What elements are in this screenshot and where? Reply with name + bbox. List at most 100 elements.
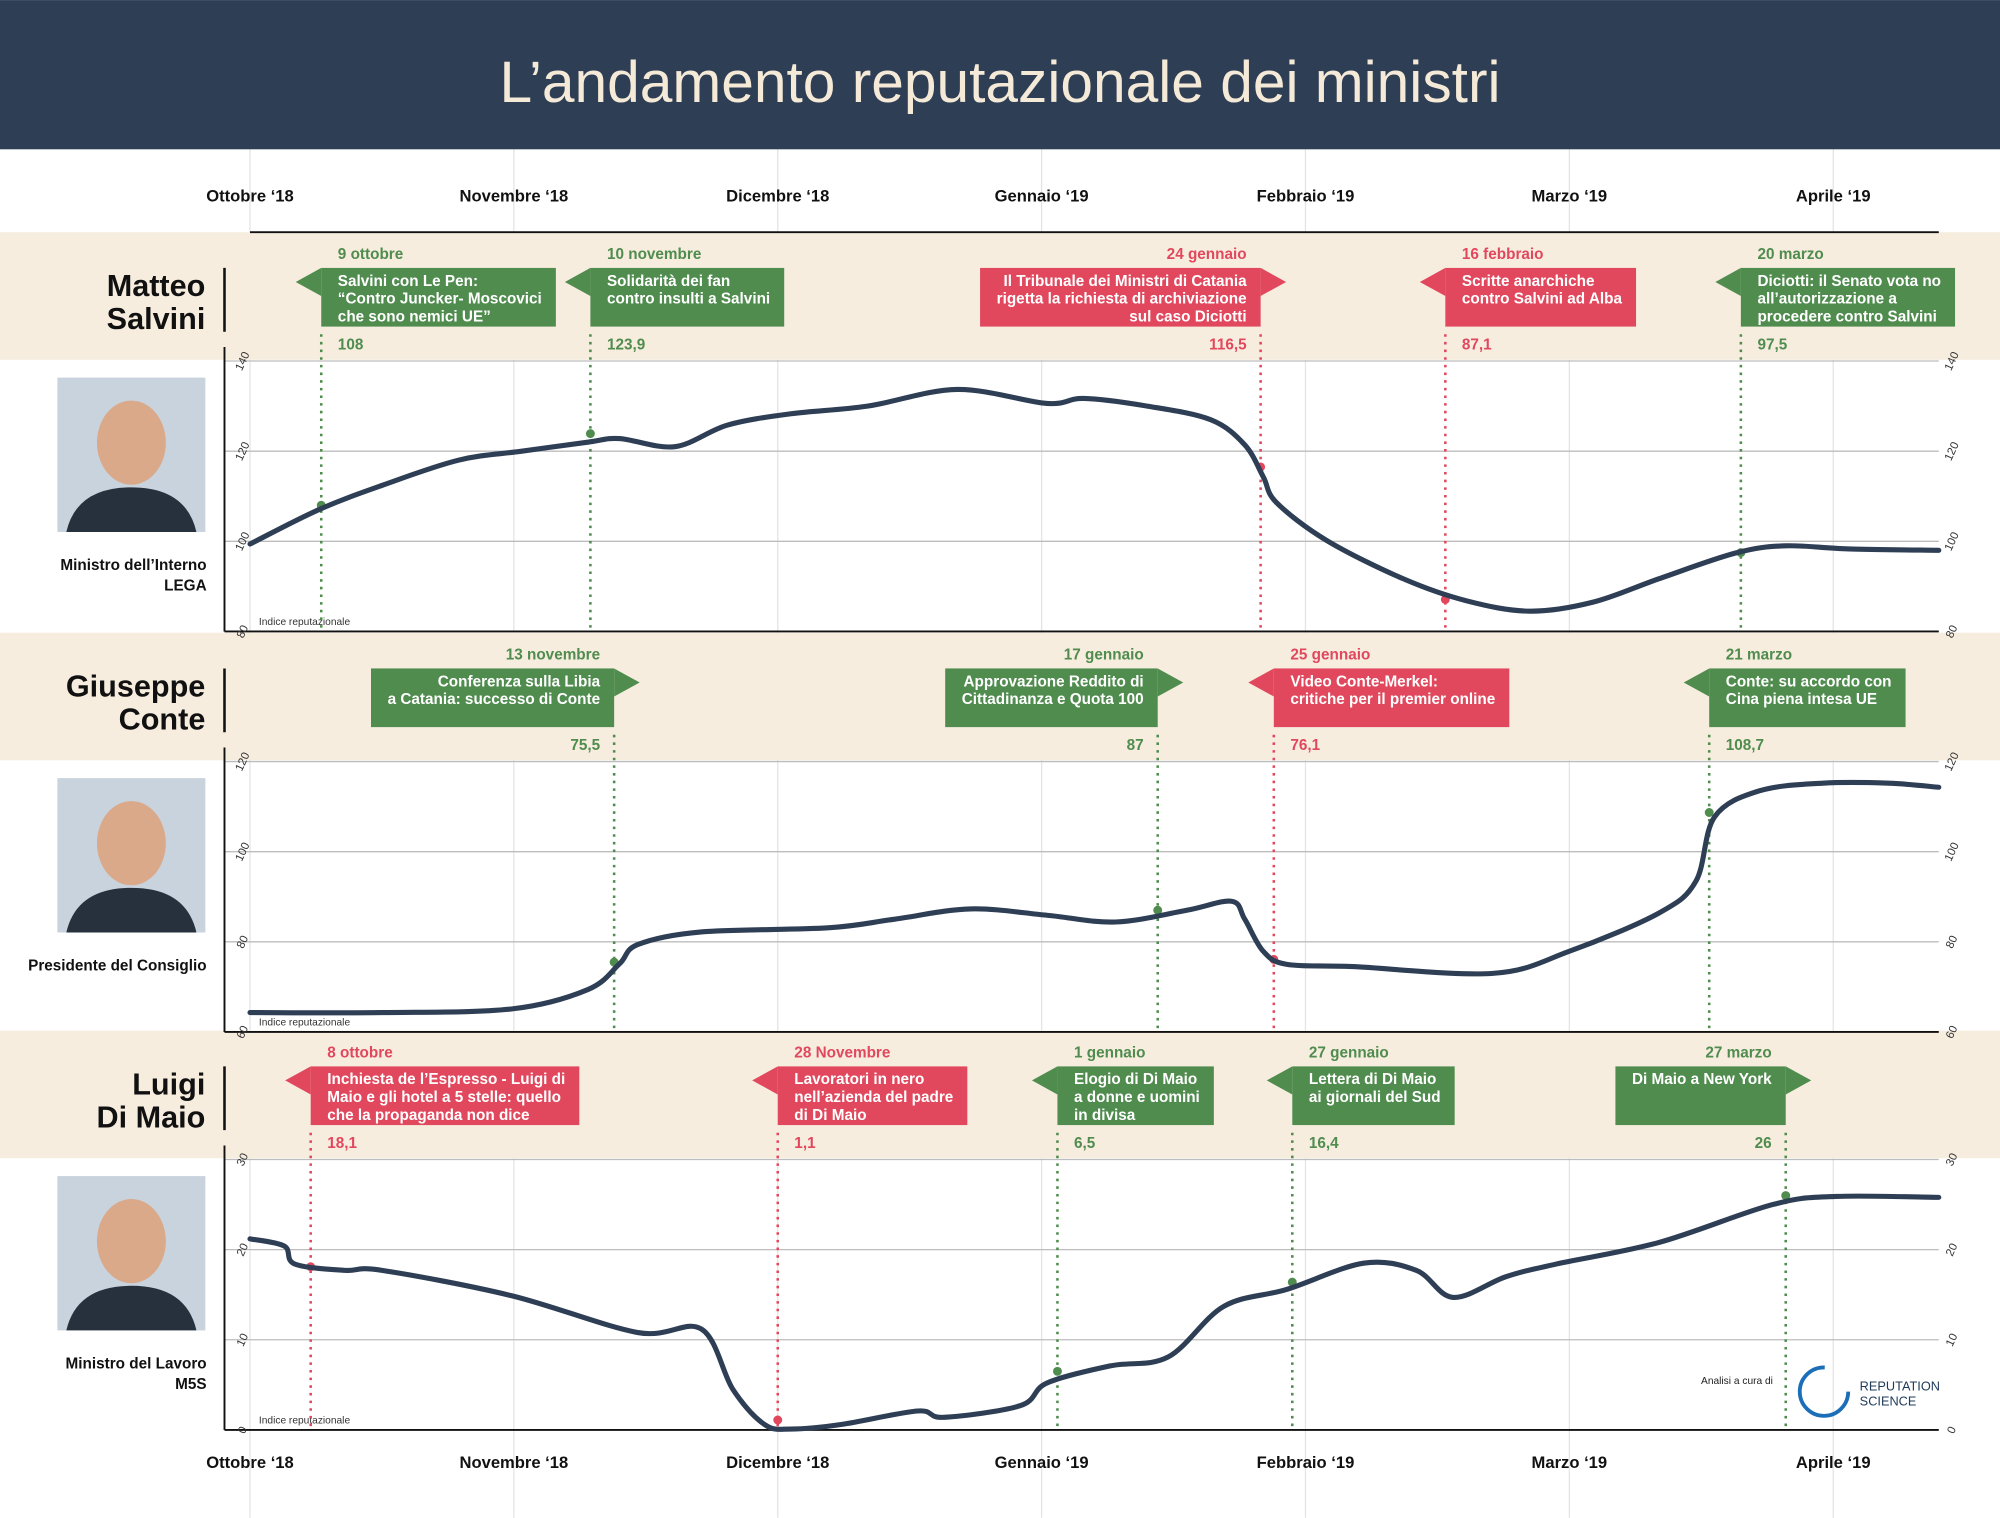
event-text: Cina piena intesa UE: [1726, 691, 1877, 708]
minister-role: M5S: [175, 1376, 206, 1393]
x-tick-label: Dicembre ‘18: [726, 1453, 829, 1472]
event-text: ai giornali del Sud: [1309, 1089, 1441, 1106]
series-line: [247, 386, 1942, 614]
event-flag: [1031, 1066, 1058, 1095]
event-value: 75,5: [570, 737, 600, 754]
event-text: in divisa: [1074, 1107, 1136, 1124]
x-tick-label: Febbraio ‘19: [1257, 187, 1355, 206]
event-box: [1057, 1066, 1214, 1126]
photo-body: [66, 887, 197, 933]
event-flag: [752, 1066, 778, 1095]
event-flag: [1715, 267, 1741, 296]
event-text: Diciotti: il Senato vota no: [1757, 273, 1941, 290]
event-value: 26: [1755, 1135, 1772, 1152]
x-tick-label: Novembre ‘18: [460, 187, 569, 206]
event-text: Maio e gli hotel a 5 stelle: quello: [327, 1089, 561, 1106]
minister-role: LEGA: [164, 578, 207, 595]
x-tick-label: Gennaio ‘19: [995, 187, 1089, 206]
event-date: 10 novembre: [607, 246, 701, 263]
y-tick-label: 80: [1944, 623, 1960, 640]
photo-body: [66, 1285, 197, 1331]
event-point: [773, 1415, 783, 1425]
event-text: Lettera di Di Maio: [1309, 1071, 1436, 1088]
event-value: 18,1: [327, 1135, 357, 1152]
y-tick-label: 80: [235, 623, 251, 640]
event-text: nell’azienda del padre: [794, 1089, 953, 1106]
event-date: 16 febbraio: [1462, 246, 1544, 263]
logo-mark: [1797, 1365, 1851, 1418]
event-text: Scritte anarchiche: [1462, 273, 1595, 290]
event-date: 17 gennaio: [1064, 647, 1144, 664]
event-point: [585, 429, 595, 439]
page-title: L’andamento reputazionale dei ministri: [499, 50, 1500, 115]
event-point: [1704, 808, 1714, 817]
x-tick-label: Febbraio ‘19: [1257, 1453, 1355, 1472]
credit: Analisi a cura di: [1701, 1376, 1773, 1387]
event-box: [1273, 668, 1510, 728]
logo-text: REPUTATION: [1860, 1378, 1940, 1393]
x-tick-label: Ottobre ‘18: [206, 187, 294, 206]
event-text: Lavoratori in nero: [794, 1071, 924, 1088]
x-tick-label: Aprile ‘19: [1796, 187, 1871, 206]
y-axis-label: Indice reputazionale: [259, 1416, 351, 1427]
event-flag: [1260, 267, 1287, 296]
event-text: Approvazione Reddito di: [964, 673, 1144, 690]
event-flag: [1683, 668, 1710, 697]
event-box: [1292, 1066, 1455, 1126]
event-text: contro Salvini ad Alba: [1462, 291, 1623, 308]
event-value: 87,1: [1462, 337, 1492, 354]
event-value: 97,5: [1757, 337, 1787, 354]
x-tick-label: Ottobre ‘18: [206, 1453, 294, 1472]
event-box: [590, 267, 785, 327]
event-text: Salvini con Le Pen:: [338, 273, 478, 290]
event-box: [777, 1066, 968, 1126]
event-text: di Di Maio: [794, 1107, 866, 1124]
event-date: 13 novembre: [506, 647, 600, 664]
y-tick-label: 20: [1944, 1242, 1960, 1259]
event-text: Conferenza sulla Libia: [438, 673, 601, 690]
y-tick-label: 0: [1945, 1425, 1959, 1436]
event-text: Il Tribunale dei Ministri di Catania: [1004, 273, 1248, 290]
event-text: rigetta la richiesta di archiviazione: [997, 291, 1247, 308]
event-box: [321, 267, 556, 327]
event-text: che sono nemici UE”: [338, 308, 491, 325]
event-date: 21 marzo: [1726, 647, 1792, 664]
x-tick-label: Dicembre ‘18: [726, 187, 829, 206]
month-grid: [249, 149, 1834, 1518]
event-value: 76,1: [1290, 737, 1320, 754]
event-text: critiche per il premier online: [1290, 691, 1495, 708]
series-line: [247, 779, 1942, 1016]
event-flag: [564, 267, 591, 296]
event-value: 1,1: [794, 1135, 816, 1152]
event-flag: [285, 1066, 311, 1095]
event-box: [980, 267, 1261, 327]
event-text: a donne e uomini: [1074, 1089, 1200, 1106]
event-date: 20 marzo: [1757, 246, 1823, 263]
minister-role: Ministro del Lavoro: [66, 1356, 207, 1373]
event-date: 1 gennaio: [1074, 1044, 1145, 1061]
event-value: 108,7: [1726, 737, 1764, 754]
event-value: 108: [338, 337, 364, 354]
event-text: “Contro Juncker- Moscovici: [338, 291, 542, 308]
y-tick-label: 10: [1944, 1332, 1960, 1349]
event-point: [1153, 905, 1163, 915]
event-text: Solidarità dei fan: [607, 273, 730, 290]
photo-head: [96, 400, 166, 485]
minister-name: Matteo: [107, 269, 206, 303]
y-tick-label: 20: [235, 1242, 251, 1259]
y-tick-label: 60: [1944, 1024, 1960, 1041]
event-flag: [1248, 668, 1274, 697]
event-text: che la propaganda non dice: [327, 1107, 529, 1124]
event-value: 123,9: [607, 337, 645, 354]
event-flag: [1266, 1066, 1293, 1095]
event-box: [945, 668, 1158, 728]
event-date: 27 gennaio: [1309, 1044, 1389, 1061]
event-date: 9 ottobre: [338, 246, 403, 263]
y-tick-label: 80: [1944, 934, 1960, 951]
event-text: contro insulti a Salvini: [607, 291, 770, 308]
y-axis-label: Indice reputazionale: [259, 1018, 351, 1029]
photo-body: [66, 487, 197, 532]
event-box: [370, 668, 615, 728]
event-text: Video Conte-Merkel:: [1290, 673, 1438, 690]
